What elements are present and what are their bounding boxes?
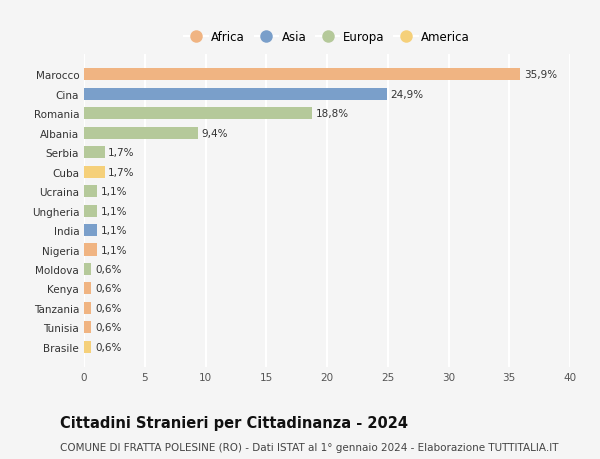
Text: 0,6%: 0,6% — [95, 303, 121, 313]
Bar — [84, 283, 91, 295]
Bar — [84, 341, 91, 353]
Text: 1,1%: 1,1% — [101, 206, 128, 216]
Bar — [84, 263, 91, 275]
Text: 24,9%: 24,9% — [390, 90, 424, 100]
Text: 1,7%: 1,7% — [109, 148, 135, 158]
Text: COMUNE DI FRATTA POLESINE (RO) - Dati ISTAT al 1° gennaio 2024 - Elaborazione TU: COMUNE DI FRATTA POLESINE (RO) - Dati IS… — [60, 442, 559, 452]
Text: 0,6%: 0,6% — [95, 264, 121, 274]
Bar — [84, 244, 97, 256]
Bar — [84, 166, 104, 179]
Bar — [84, 302, 91, 314]
Text: 35,9%: 35,9% — [524, 70, 557, 80]
Text: 9,4%: 9,4% — [202, 129, 229, 139]
Bar — [84, 147, 104, 159]
Bar — [84, 186, 97, 198]
Text: 1,1%: 1,1% — [101, 187, 128, 197]
Text: 0,6%: 0,6% — [95, 342, 121, 352]
Bar — [84, 69, 520, 81]
Bar — [84, 322, 91, 334]
Bar — [84, 108, 313, 120]
Bar — [84, 89, 386, 101]
Text: 1,7%: 1,7% — [109, 168, 135, 177]
Text: 18,8%: 18,8% — [316, 109, 349, 119]
Text: 1,1%: 1,1% — [101, 245, 128, 255]
Legend: Africa, Asia, Europa, America: Africa, Asia, Europa, America — [179, 27, 475, 49]
Text: 0,6%: 0,6% — [95, 284, 121, 294]
Bar — [84, 224, 97, 236]
Bar — [84, 128, 198, 140]
Text: 0,6%: 0,6% — [95, 323, 121, 333]
Bar — [84, 205, 97, 217]
Text: Cittadini Stranieri per Cittadinanza - 2024: Cittadini Stranieri per Cittadinanza - 2… — [60, 415, 408, 431]
Text: 1,1%: 1,1% — [101, 225, 128, 235]
